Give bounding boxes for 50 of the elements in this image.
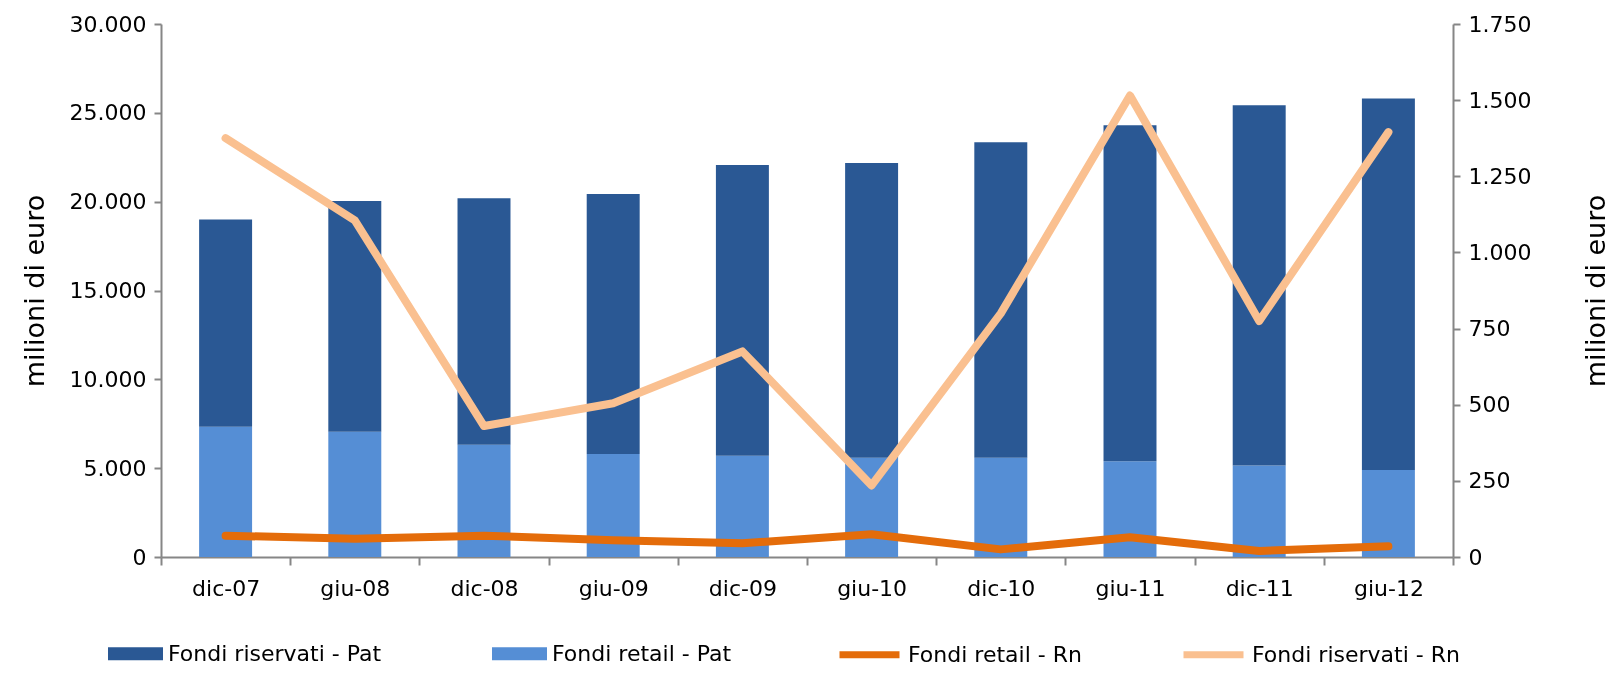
- legend-label: Fondi retail - Pat: [552, 640, 732, 666]
- bar: [586, 453, 640, 557]
- x-tick-label: giu-08: [320, 575, 391, 601]
- bar: [586, 194, 640, 454]
- bar: [1232, 465, 1286, 557]
- bar: [845, 163, 899, 458]
- x-tick-label: dic-11: [1225, 575, 1294, 601]
- bar: [1103, 461, 1157, 557]
- y-tick-label: 10.000: [69, 366, 147, 392]
- y2-tick-label: 750: [1468, 316, 1511, 342]
- bar: [715, 164, 769, 456]
- bar: [457, 198, 511, 445]
- y2-tick-label: 1.500: [1468, 87, 1532, 113]
- y2-tick-label: 1.750: [1468, 11, 1532, 37]
- bar: [199, 219, 253, 427]
- x-tick-label: dic-10: [967, 575, 1036, 601]
- bar: [328, 200, 382, 432]
- bar: [328, 431, 382, 557]
- bar: [715, 455, 769, 557]
- bar: [457, 444, 511, 557]
- x-tick-label: dic-08: [450, 575, 519, 601]
- y2-axis-title: milioni di euro: [1580, 194, 1612, 388]
- legend-label: Fondi riservati - Rn: [1252, 641, 1460, 667]
- y2-tick-label: 500: [1468, 392, 1511, 418]
- legend-label: Fondi riservati - Pat: [168, 640, 382, 666]
- y-axis-title: milioni di euro: [18, 194, 50, 388]
- x-tick-label: dic-09: [708, 575, 777, 601]
- y2-tick-label: 250: [1468, 468, 1511, 494]
- x-tick-label: giu-12: [1353, 575, 1424, 601]
- x-tick-label: giu-10: [837, 575, 908, 601]
- y-tick-label: 15.000: [69, 278, 147, 303]
- x-tick-label: giu-11: [1095, 575, 1166, 601]
- bar: [1103, 125, 1157, 462]
- y2-tick-label: 1.000: [1468, 239, 1532, 265]
- y-tick-label: 5.000: [83, 455, 147, 481]
- bar: [1361, 469, 1415, 557]
- bar: [199, 426, 253, 557]
- bar: [974, 457, 1028, 557]
- x-tick-label: dic-07: [192, 575, 261, 601]
- y-tick-label: 30.000: [69, 11, 147, 37]
- y-tick-label: 25.000: [69, 100, 147, 126]
- legend-label: Fondi retail - Rn: [908, 641, 1082, 667]
- y2-tick-label: 1.250: [1468, 163, 1532, 189]
- y-tick-label: 0: [132, 544, 147, 570]
- bar: [1361, 98, 1415, 470]
- y-tick-label: 20.000: [69, 189, 147, 215]
- x-tick-label: giu-09: [578, 575, 649, 601]
- bar: [974, 142, 1028, 458]
- bar: [1232, 105, 1286, 466]
- y2-tick-label: 0: [1468, 544, 1483, 570]
